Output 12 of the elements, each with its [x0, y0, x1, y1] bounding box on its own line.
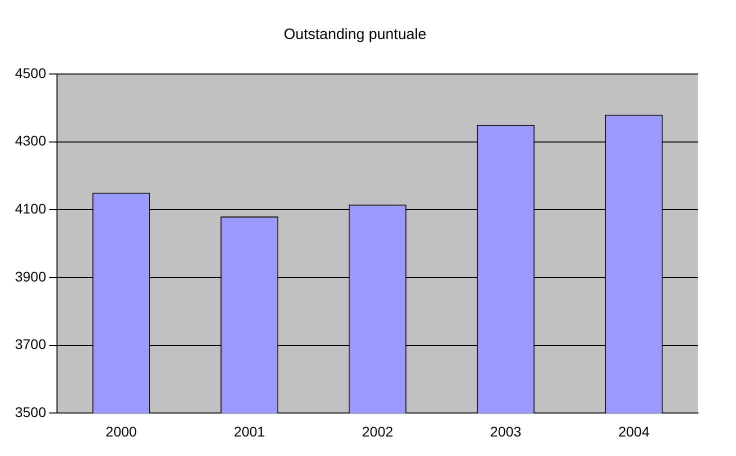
y-tick-label: 3500 — [14, 404, 46, 420]
y-tick-label: 3700 — [14, 336, 46, 352]
y-tick-label: 3900 — [14, 268, 46, 284]
y-tick-label: 4500 — [14, 64, 46, 81]
x-tick-label: 2004 — [618, 423, 650, 440]
y-tick-label: 4300 — [14, 132, 46, 149]
y-tick-label: 4100 — [14, 200, 46, 217]
chart-title: Outstanding puntuale — [284, 26, 426, 44]
x-tick-label: 2000 — [106, 423, 138, 440]
x-tick-label: 2001 — [234, 423, 266, 440]
x-tick-label: 2002 — [362, 423, 394, 440]
x-tick-label: 2003 — [490, 423, 522, 440]
